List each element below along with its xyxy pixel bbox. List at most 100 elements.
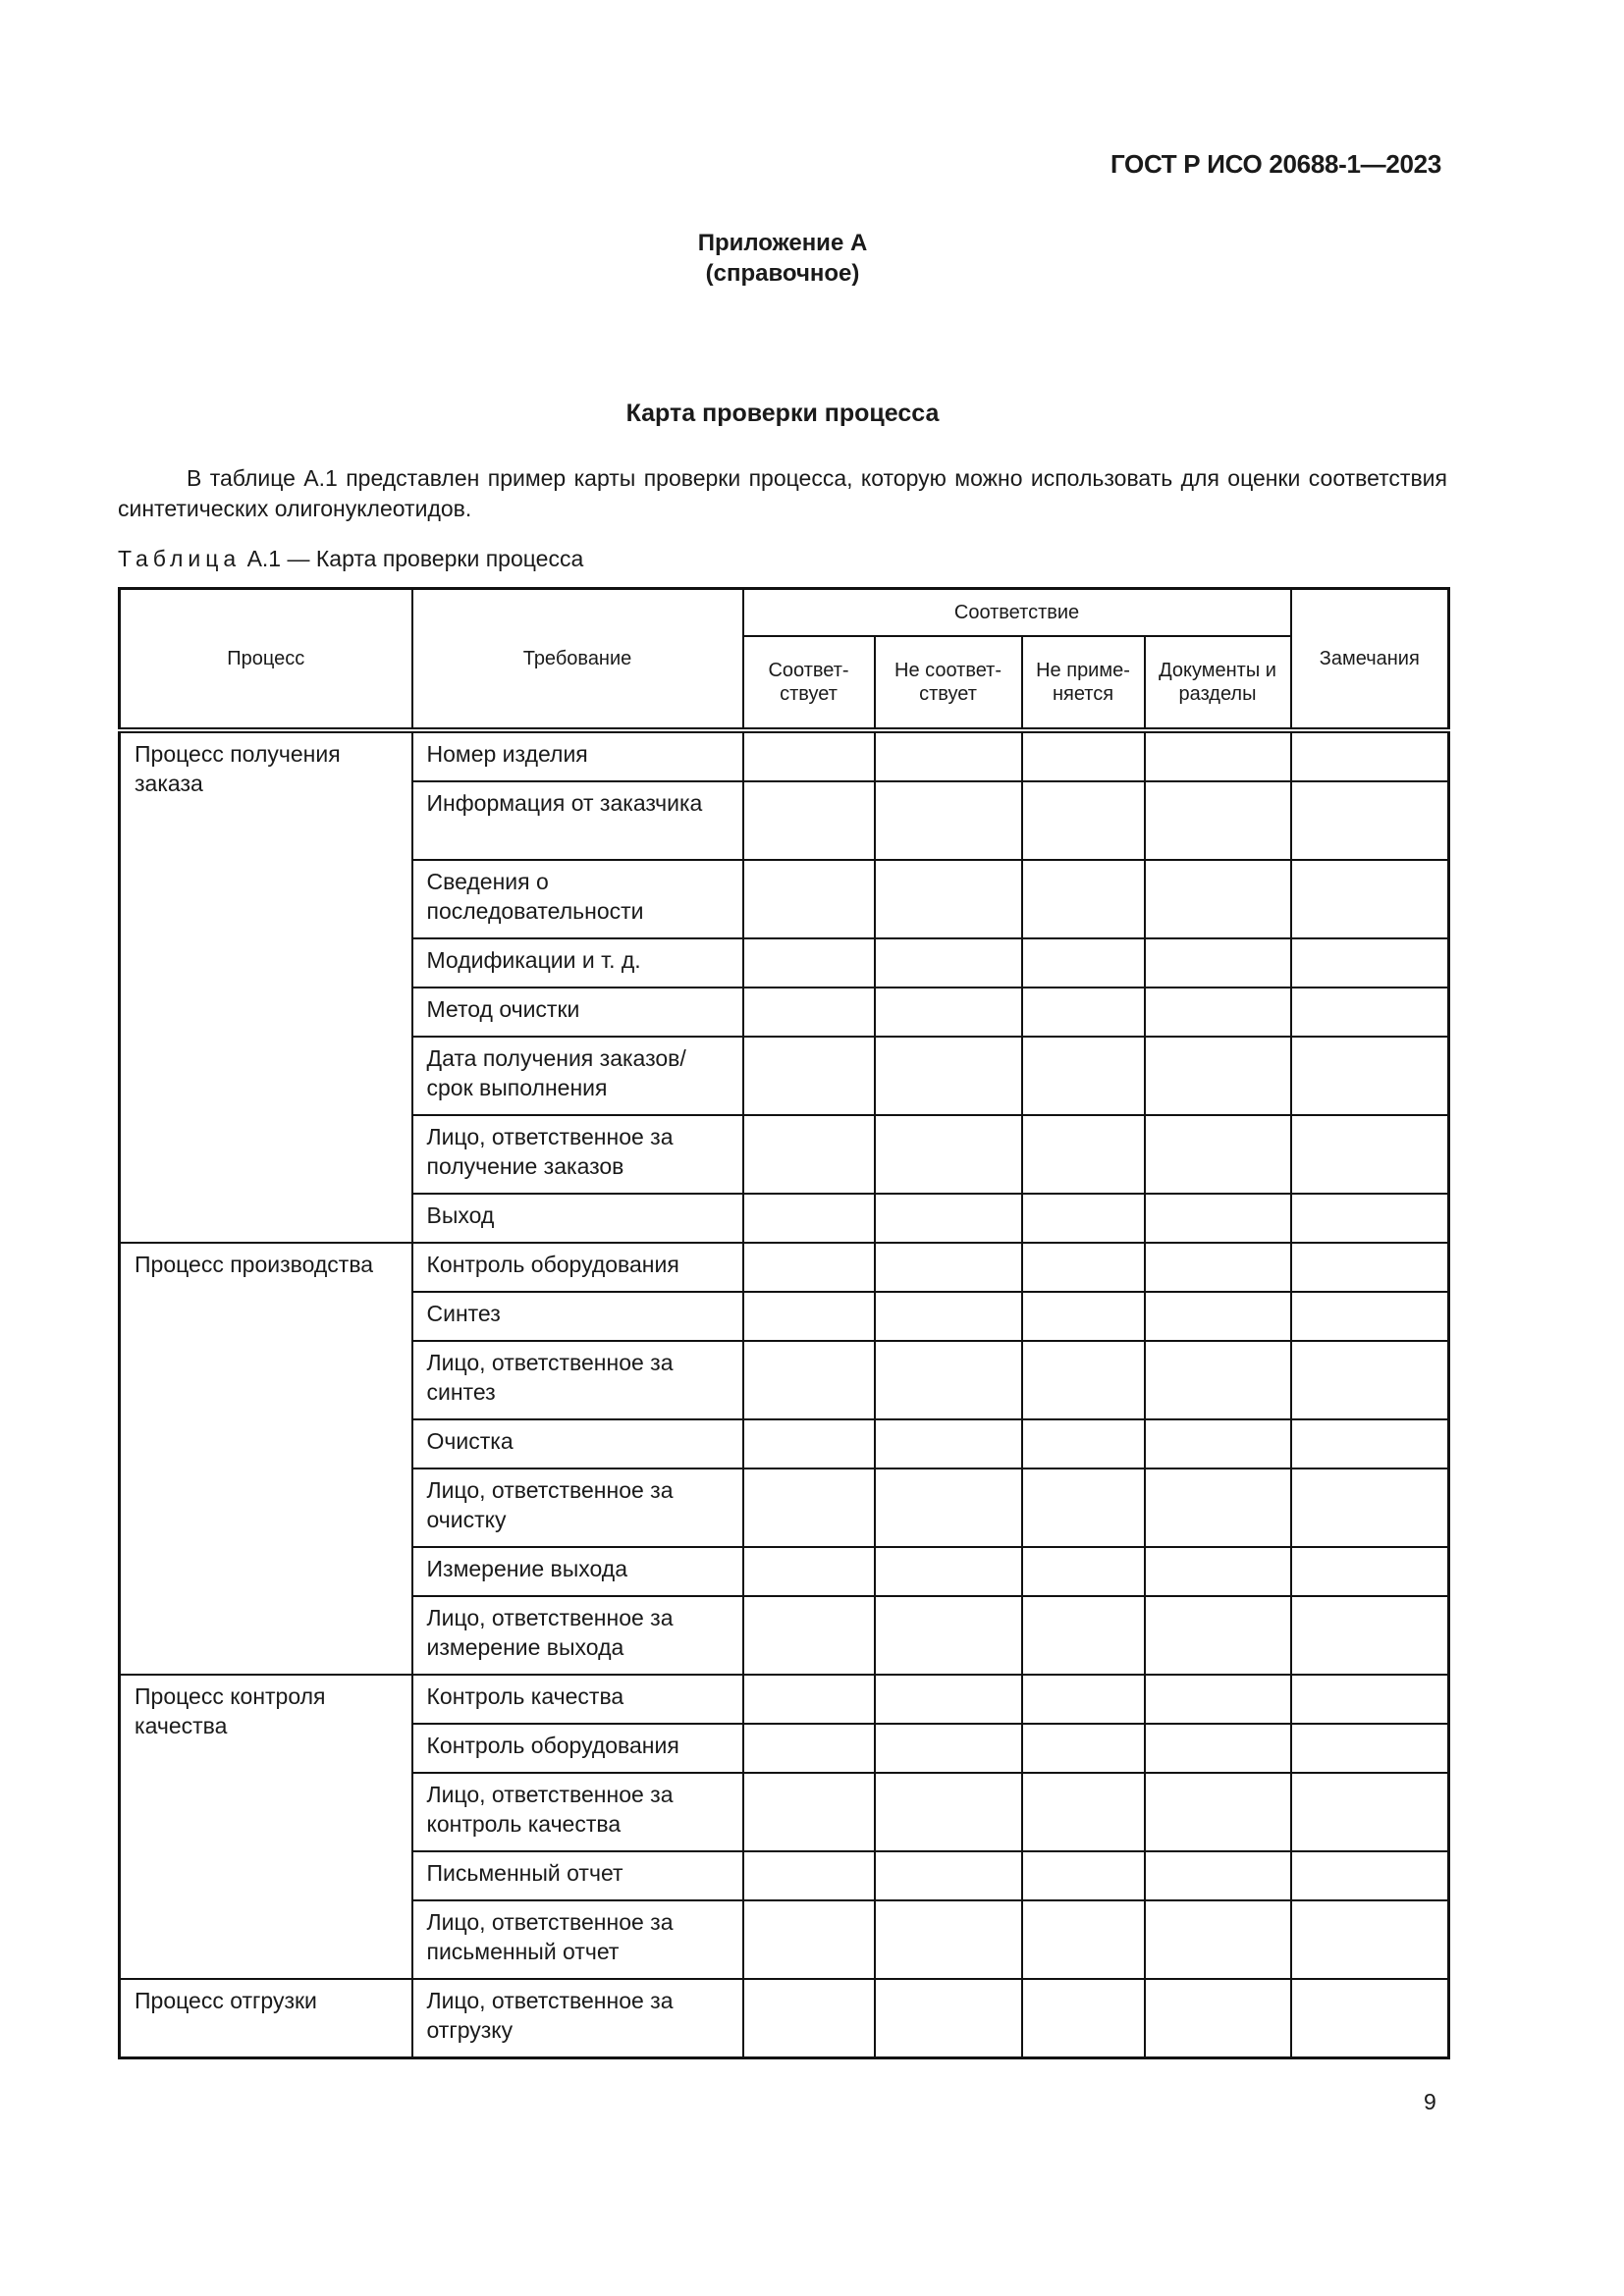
- table-row: Модификации и т. д.: [120, 937, 1450, 988]
- header-remarks: Замечания: [1289, 587, 1450, 731]
- requirement-cell: Выход: [410, 1193, 744, 1244]
- table-caption: Таблица А.1 — Карта проверки процесса: [118, 546, 583, 572]
- requirement-cell: Модификации и т. д.: [410, 937, 744, 988]
- complies-cell: [741, 1978, 876, 2059]
- process-cell: Процесс получения заказа: [118, 729, 413, 1244]
- table-row: Лицо, ответственное за измерение выхода: [120, 1595, 1450, 1676]
- documents-cell: [1143, 729, 1292, 782]
- intro-paragraph: В таблице А.1 представлен пример карты п…: [118, 465, 1447, 521]
- section-title: Карта проверки процесса: [625, 400, 940, 427]
- requirement-cell: Контроль качества: [410, 1674, 744, 1725]
- not-complies-cell: [873, 1291, 1023, 1342]
- table-row: Очистка: [120, 1418, 1450, 1469]
- table-row: Письменный отчет: [120, 1850, 1450, 1901]
- complies-cell: [741, 1850, 876, 1901]
- complies-cell: [741, 780, 876, 861]
- requirement-cell: Сведения о последовательности: [410, 859, 744, 939]
- table-row: Лицо, ответственное за синтез: [120, 1340, 1450, 1420]
- remarks-cell: [1289, 1291, 1450, 1342]
- not-applicable-cell: [1020, 859, 1146, 939]
- documents-cell: [1143, 1468, 1292, 1548]
- not-complies-cell: [873, 780, 1023, 861]
- remarks-cell: [1289, 1595, 1450, 1676]
- table-row: Процесс получения заказа Номер изделия: [118, 729, 1450, 1244]
- complies-cell: [741, 1418, 876, 1469]
- table-row: Информация от заказчика: [120, 780, 1450, 861]
- remarks-cell: [1289, 1193, 1450, 1244]
- requirement-cell: Лицо, ответственное за получение заказов: [410, 1114, 744, 1195]
- complies-cell: [741, 1242, 876, 1293]
- remarks-cell: [1289, 729, 1450, 782]
- documents-cell: [1143, 937, 1292, 988]
- not-complies-cell: [873, 729, 1023, 782]
- requirement-cell: Лицо, ответственное за измерение выхода: [410, 1595, 744, 1676]
- table-row: Процесс отгрузки Лицо, ответственное за о…: [118, 1978, 1450, 2059]
- requirement-cell: Дата получения заказов/ срок выполнения: [410, 1036, 744, 1116]
- not-applicable-cell: [1020, 1242, 1146, 1293]
- not-applicable-cell: [1020, 1193, 1146, 1244]
- not-complies-cell: [873, 1036, 1023, 1116]
- not-applicable-cell: [1020, 1595, 1146, 1676]
- table-row: Лицо, ответственное за контроль качества: [120, 1772, 1450, 1852]
- table-body: Процесс получения заказа Номер изделия Инф…: [118, 729, 1450, 2059]
- not-complies-cell: [873, 859, 1023, 939]
- complies-cell: [741, 1114, 876, 1195]
- table-row: Лицо, ответственное за письменный отчет: [120, 1899, 1450, 1980]
- remarks-cell: [1289, 1114, 1450, 1195]
- header-complies: Соответ-ствует: [741, 635, 876, 731]
- header-process: Процесс: [118, 587, 413, 731]
- not-complies-cell: [873, 1468, 1023, 1548]
- remarks-cell: [1289, 1850, 1450, 1901]
- not-complies-cell: [873, 1674, 1023, 1725]
- remarks-cell: [1289, 1899, 1450, 1980]
- table-row: Контроль оборудования: [120, 1723, 1450, 1774]
- remarks-cell: [1289, 1242, 1450, 1293]
- not-applicable-cell: [1020, 1978, 1146, 2059]
- not-applicable-cell: [1020, 1546, 1146, 1597]
- not-applicable-cell: [1020, 729, 1146, 782]
- not-applicable-cell: [1020, 1036, 1146, 1116]
- header-requirement: Требование: [410, 587, 744, 731]
- table-row: Выход: [120, 1193, 1450, 1244]
- process-cell: Процесс производства: [118, 1242, 413, 1676]
- requirement-cell: Контроль оборудования: [410, 1242, 744, 1293]
- not-complies-cell: [873, 937, 1023, 988]
- table-caption-prefix: Таблица: [118, 546, 242, 571]
- documents-cell: [1143, 1242, 1292, 1293]
- documents-cell: [1143, 1899, 1292, 1980]
- requirement-cell: Лицо, ответственное за контроль качества: [410, 1772, 744, 1852]
- remarks-cell: [1289, 1418, 1450, 1469]
- remarks-cell: [1289, 1340, 1450, 1420]
- remarks-cell: [1289, 1468, 1450, 1548]
- complies-cell: [741, 987, 876, 1038]
- documents-cell: [1143, 859, 1292, 939]
- not-applicable-cell: [1020, 1723, 1146, 1774]
- not-complies-cell: [873, 987, 1023, 1038]
- table-row: Метод очистки: [120, 987, 1450, 1038]
- remarks-cell: [1289, 780, 1450, 861]
- complies-cell: [741, 1468, 876, 1548]
- not-complies-cell: [873, 1418, 1023, 1469]
- requirement-cell: Информация от заказчика: [410, 780, 744, 861]
- documents-cell: [1143, 987, 1292, 1038]
- not-applicable-cell: [1020, 1291, 1146, 1342]
- table-row: Синтез: [120, 1291, 1450, 1342]
- not-applicable-cell: [1020, 937, 1146, 988]
- documents-cell: [1143, 1850, 1292, 1901]
- not-complies-cell: [873, 1340, 1023, 1420]
- not-complies-cell: [873, 1242, 1023, 1293]
- not-applicable-cell: [1020, 1850, 1146, 1901]
- remarks-cell: [1289, 987, 1450, 1038]
- remarks-cell: [1289, 1546, 1450, 1597]
- requirement-cell: Лицо, ответственное за синтез: [410, 1340, 744, 1420]
- documents-cell: [1143, 1772, 1292, 1852]
- documents-cell: [1143, 1418, 1292, 1469]
- documents-cell: [1143, 1978, 1292, 2059]
- not-applicable-cell: [1020, 1899, 1146, 1980]
- not-applicable-cell: [1020, 1340, 1146, 1420]
- requirement-cell: Синтез: [410, 1291, 744, 1342]
- complies-cell: [741, 729, 876, 782]
- remarks-cell: [1289, 937, 1450, 988]
- table-row: Процесс контроля качества Контроль качест…: [118, 1674, 1450, 1980]
- requirement-cell: Контроль оборудования: [410, 1723, 744, 1774]
